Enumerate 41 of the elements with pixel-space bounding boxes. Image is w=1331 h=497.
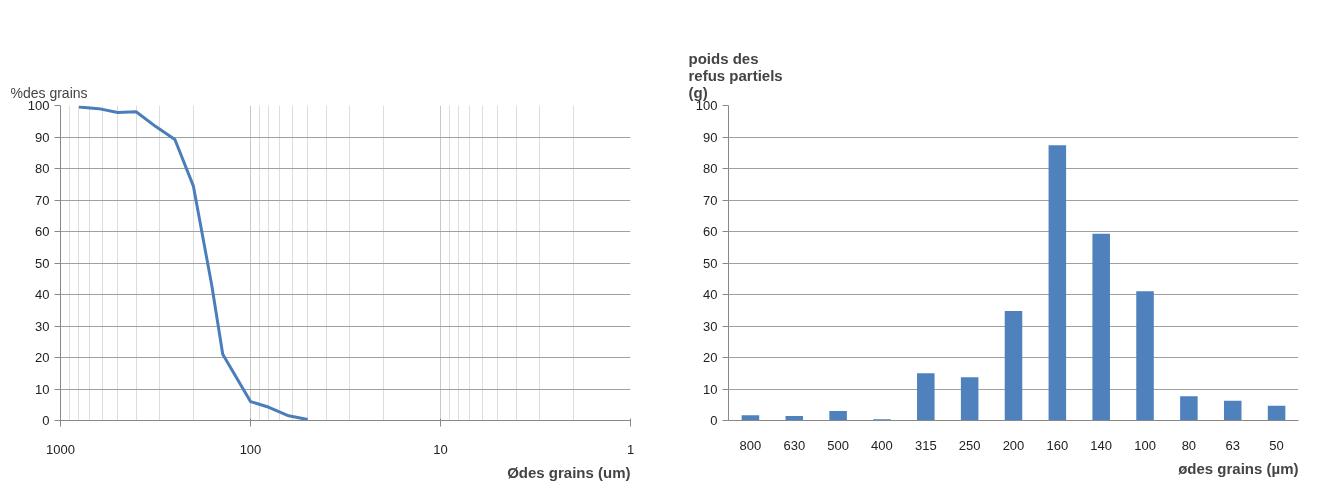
x-tick-label: 80	[1181, 437, 1197, 453]
x-axis-title: Ødes grains (um)	[507, 463, 631, 481]
x-tick-label: 50	[1269, 437, 1284, 453]
y-tick-label: 70	[703, 192, 718, 208]
y-tick-label: 70	[35, 192, 50, 208]
y-tick-label: 20	[35, 350, 50, 365]
x-tick-label: 10	[433, 441, 448, 457]
y-tick-label: 90	[35, 129, 50, 145]
y-tick-label: 40	[703, 287, 718, 302]
x-tick-label: 63	[1225, 437, 1240, 453]
x-tick-label: 140	[1090, 437, 1113, 453]
y-tick-label: 0	[710, 413, 718, 428]
y-tick-label: 10	[703, 381, 718, 397]
y-tick-label: 60	[703, 224, 718, 239]
x-tick-label: 400	[871, 437, 893, 453]
x-tick-label: 1	[626, 441, 635, 457]
y-tick-label: 50	[703, 255, 718, 271]
y-tick-label: 20	[703, 350, 718, 365]
y-tick-label: 10	[35, 381, 50, 397]
y-tick-label: 80	[35, 161, 50, 176]
x-axis-title: ødes grains (µm)	[1178, 459, 1299, 477]
x-tick-label: 630	[783, 437, 806, 453]
y-tick-label: 50	[35, 255, 50, 271]
x-tick-label: 100	[1134, 437, 1156, 453]
y-tick-label: 80	[703, 161, 718, 176]
y-tick-label: 100	[27, 98, 50, 113]
y-tick-label: 90	[703, 129, 718, 145]
y-tick-label: 0	[42, 413, 50, 428]
y-tick-label: 30	[35, 318, 50, 334]
x-tick-label: 160	[1046, 437, 1069, 453]
y-tick-label: 60	[35, 224, 50, 239]
x-tick-label: 100	[239, 441, 262, 457]
x-tick-label: 315	[914, 437, 937, 453]
y-tick-label: 40	[35, 287, 50, 302]
x-tick-label: 250	[958, 437, 981, 453]
x-tick-label: 500	[827, 437, 849, 453]
x-tick-label: 200	[1002, 437, 1025, 453]
x-tick-label: 800	[739, 437, 762, 453]
y-tick-label: 30	[703, 318, 718, 334]
y-axis-title: %des grains	[10, 84, 88, 101]
x-tick-label: 1000	[46, 441, 75, 457]
